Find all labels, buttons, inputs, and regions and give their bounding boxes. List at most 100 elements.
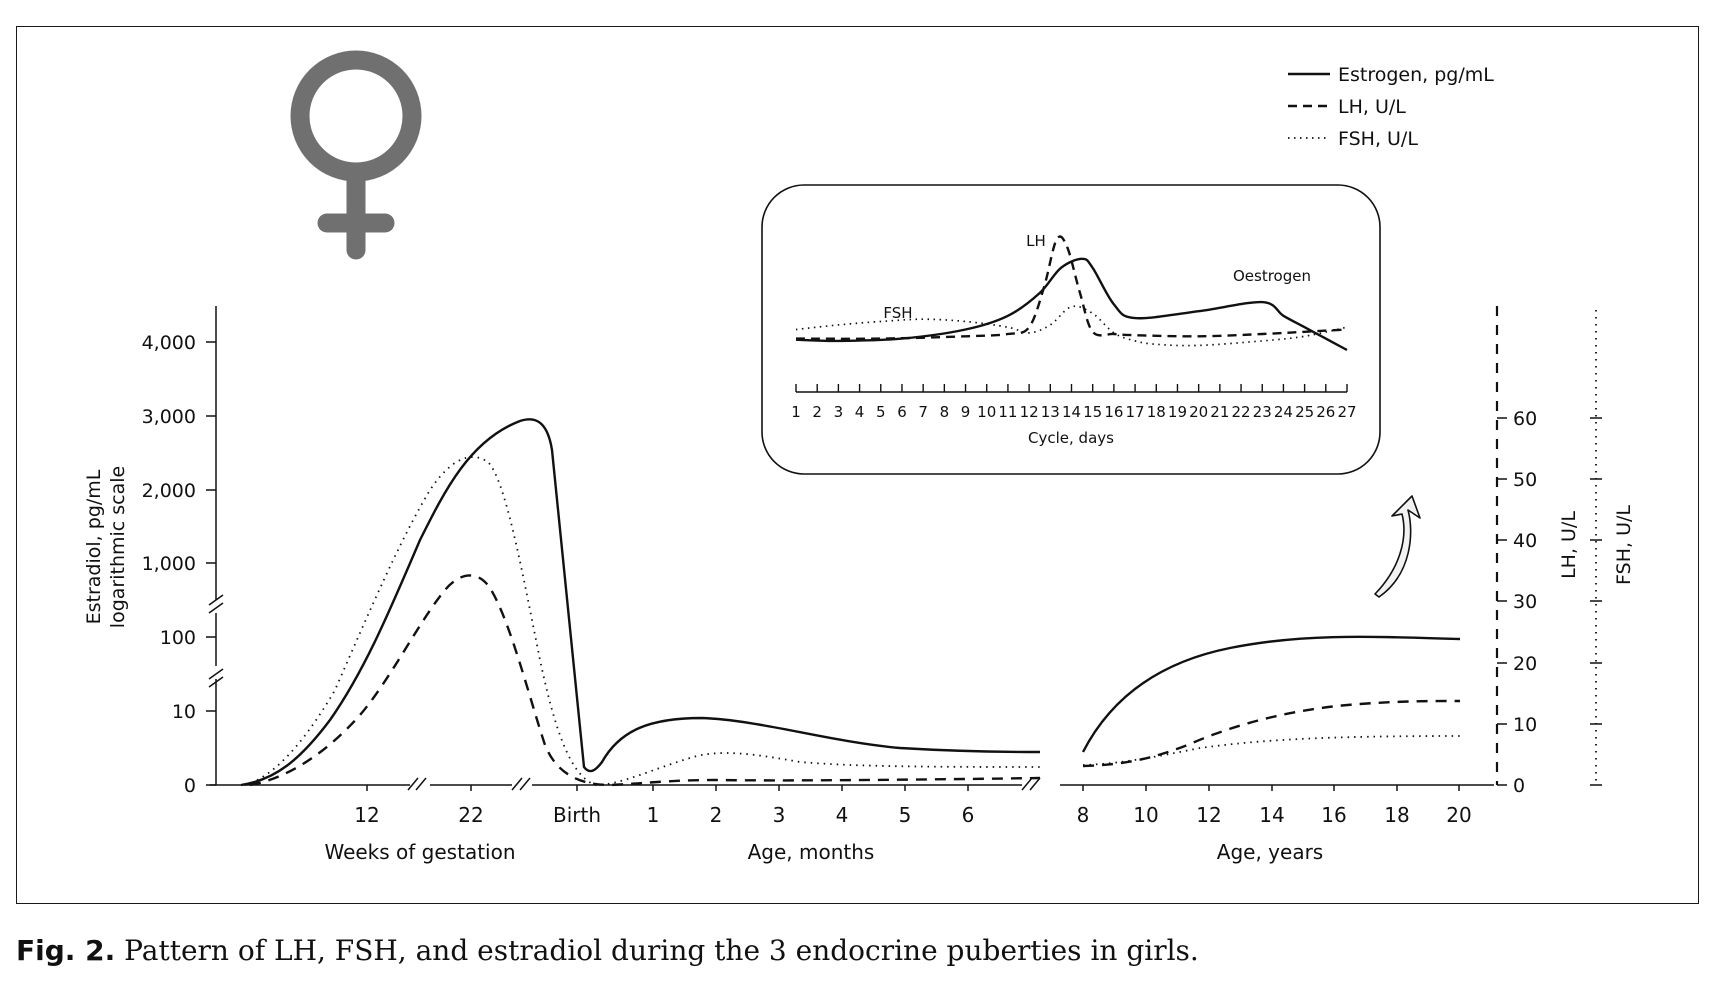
axis-break-mark <box>407 777 427 791</box>
legend-label-lh: LH, U/L <box>1338 96 1406 118</box>
x-tick-month-1: 1 <box>647 803 660 827</box>
lh-tick-30: 30 <box>1513 591 1537 613</box>
inset-tick-label: 25 <box>1295 403 1314 421</box>
legend-item-estrogen: Estrogen, pg/mL <box>1288 64 1494 86</box>
inset-tick-label: 7 <box>918 403 928 421</box>
x-tick-year-12: 12 <box>1196 803 1221 827</box>
inset-tick-label: 11 <box>998 403 1017 421</box>
inset-tick-label: 9 <box>961 403 971 421</box>
female-symbol-icon <box>290 50 422 260</box>
estrogen-curve-years <box>1081 635 1461 753</box>
legend-item-fsh: FSH, U/L <box>1288 128 1418 150</box>
axis-break-mark <box>511 777 531 791</box>
x-tick-year-14: 14 <box>1259 803 1284 827</box>
estrogen-curve-gestation-months <box>240 418 1041 787</box>
inset-curve-fsh <box>795 305 1348 347</box>
inset-tick-label: 21 <box>1210 403 1229 421</box>
axis-break-mark <box>208 676 224 688</box>
inset-tick-label: 27 <box>1337 403 1356 421</box>
curved-arrow-icon <box>1374 495 1421 598</box>
x-tick-year-10: 10 <box>1133 803 1158 827</box>
inset-tick-label: 3 <box>834 403 844 421</box>
inset-label-oestrogen: Oestrogen <box>1233 267 1311 285</box>
inset-tick-label: 15 <box>1083 403 1102 421</box>
inset-tick-label: 13 <box>1041 403 1060 421</box>
legend: Estrogen, pg/mL LH, U/L FSH, U/L <box>1288 64 1494 150</box>
lh-curve-gestation-months <box>249 574 1041 787</box>
legend-label-estrogen: Estrogen, pg/mL <box>1338 64 1494 86</box>
left-tick-3000: 3,000 <box>142 406 196 428</box>
x-tick-month-4: 4 <box>836 803 849 827</box>
x-tick-month-5: 5 <box>899 803 912 827</box>
left-axis-label-line-2: logarithmic scale <box>107 466 129 628</box>
inset-tick-label: 12 <box>1020 403 1039 421</box>
x-label-age-months: Age, months <box>748 840 875 864</box>
fsh-curve-gestation-months <box>244 456 1041 786</box>
x-tick-year-8: 8 <box>1077 803 1090 827</box>
inset-tick-label: 8 <box>940 403 950 421</box>
inset-tick-label: 20 <box>1189 403 1208 421</box>
fsh-curve-years <box>1082 735 1461 766</box>
x-tick-month-3: 3 <box>773 803 786 827</box>
inset-tick-label: 19 <box>1168 403 1187 421</box>
left-tick-4000: 4,000 <box>142 332 196 354</box>
inset-panel: 1 2 3 4 5 6 7 8 9 10 11 12 13 14 15 16 17 18 19 20 21 22 23 24 2… <box>761 184 1381 475</box>
inset-curves <box>795 235 1348 352</box>
inset-frame <box>761 184 1381 475</box>
lh-tick-40: 40 <box>1513 530 1537 552</box>
inset-tick-label: 10 <box>977 403 996 421</box>
figure-frame <box>16 26 1699 904</box>
x-tick-gestation-12: 12 <box>354 803 379 827</box>
inset-tick-label: 26 <box>1316 403 1335 421</box>
axis-break-mark <box>208 668 224 680</box>
axis-break-mark <box>208 594 224 606</box>
inset-tick-label: 24 <box>1274 403 1293 421</box>
left-tick-100: 100 <box>160 627 196 649</box>
x-tick-gestation-22: 22 <box>458 803 483 827</box>
inset-tick-label: 1 <box>791 403 801 421</box>
caption-text: Pattern of LH, FSH, and estradiol during… <box>115 934 1199 967</box>
inset-tick-label: 4 <box>855 403 865 421</box>
axis-break-mark <box>208 602 224 614</box>
x-tick-year-16: 16 <box>1321 803 1346 827</box>
figure-caption: Fig. 2. Pattern of LH, FSH, and estradio… <box>16 934 1199 967</box>
inset-tick-label: 18 <box>1147 403 1166 421</box>
x-axis: 12 22 Birth 1 2 3 4 5 6 8 10 12 14 16 18… <box>210 777 1494 864</box>
inset-tick-label: 16 <box>1104 403 1123 421</box>
lh-tick-20: 20 <box>1513 653 1537 675</box>
right-axis-lh: 0 10 20 30 40 50 60 LH, U/L <box>1495 306 1580 797</box>
lh-tick-60: 60 <box>1513 408 1537 430</box>
left-tick-10: 10 <box>172 701 196 723</box>
x-tick-year-18: 18 <box>1384 803 1409 827</box>
right-axis-fsh: FSH, U/L <box>1590 310 1635 786</box>
x-tick-month-2: 2 <box>710 803 723 827</box>
left-tick-0: 0 <box>184 775 196 797</box>
lh-tick-50: 50 <box>1513 469 1537 491</box>
x-tick-month-6: 6 <box>962 803 975 827</box>
inset-tick-label: 22 <box>1231 403 1250 421</box>
main-curves <box>240 418 1461 787</box>
inset-x-ticks: 1 2 3 4 5 6 7 8 9 10 11 12 13 14 15 16 17 18 19 20 21 22 23 24 2… <box>791 384 1357 421</box>
lh-curve-years <box>1082 699 1461 768</box>
axis-break-mark <box>1021 777 1041 791</box>
inset-tick-label: 6 <box>897 403 907 421</box>
left-axis: 0 10 100 1,000 2,000 3,000 4,000 Estradi… <box>83 306 224 797</box>
inset-x-label: Cycle, days <box>1028 429 1114 447</box>
inset-label-fsh: FSH <box>883 304 912 322</box>
x-tick-year-20: 20 <box>1446 803 1471 827</box>
x-label-age-years: Age, years <box>1217 840 1323 864</box>
inset-curve-oestrogen <box>795 257 1348 352</box>
x-tick-birth: Birth <box>553 803 601 827</box>
fsh-axis-label: FSH, U/L <box>1613 505 1635 585</box>
legend-item-lh: LH, U/L <box>1288 96 1406 118</box>
legend-label-fsh: FSH, U/L <box>1338 128 1418 150</box>
left-tick-1000: 1,000 <box>142 553 196 575</box>
left-tick-2000: 2,000 <box>142 480 196 502</box>
inset-label-lh: LH <box>1026 232 1046 250</box>
inset-tick-label: 5 <box>876 403 886 421</box>
lh-tick-10: 10 <box>1513 714 1537 736</box>
x-label-weeks-of-gestation: Weeks of gestation <box>324 840 515 864</box>
left-axis-label-line-1: Estradiol, pg/mL <box>83 469 105 624</box>
inset-tick-label: 23 <box>1253 403 1272 421</box>
lh-axis-label: LH, U/L <box>1558 511 1580 579</box>
